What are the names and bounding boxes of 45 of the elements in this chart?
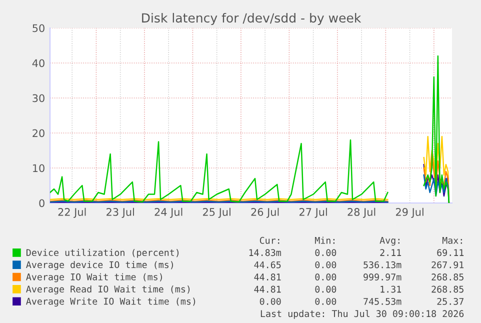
chart-title: Disk latency for /dev/sdd - by week	[142, 12, 362, 26]
text: 2.11	[380, 249, 402, 256]
text: 999.97m	[364, 274, 402, 280]
text: 0.00	[315, 274, 336, 280]
text: Min:	[315, 236, 334, 244]
y-tick-label: 40	[32, 59, 44, 68]
text: 268.85	[432, 274, 464, 280]
legend-label: Average device IO time (ms)	[26, 261, 173, 270]
text: 0.00	[315, 261, 336, 268]
text: 14.83m	[249, 249, 281, 256]
text: 44.81	[254, 274, 281, 280]
x-tick-label: 24 Jul	[154, 208, 182, 218]
text: 69.11	[437, 249, 464, 256]
legend-label: Device utilization (percent)	[26, 248, 179, 258]
x-tick-label: 26 Jul	[251, 208, 279, 218]
text: Max:	[442, 237, 462, 244]
legend-label: Average Read IO Wait time (ms)	[26, 285, 190, 294]
x-tick-label: 29 Jul	[396, 208, 424, 218]
text: 267.91	[432, 261, 464, 268]
x-tick-label: 22 Jul	[58, 208, 86, 218]
text: 268.85	[432, 286, 464, 293]
y-tick-label: 20	[32, 129, 44, 138]
text: 0.00	[315, 286, 336, 293]
y-tick-label: 30	[32, 94, 44, 102]
x-tick-label: 28 Jul	[348, 208, 376, 218]
y-tick-label: 0	[39, 199, 44, 208]
text: 0.00	[315, 298, 336, 305]
y-tick-label: 10	[33, 164, 44, 172]
text: 44.81	[254, 286, 281, 293]
text: 745.53m	[364, 298, 402, 305]
text: Cur:	[260, 236, 280, 244]
legend-label: Average IO Wait time (ms)	[26, 273, 162, 282]
text: 25.37	[437, 298, 464, 305]
text: Avg:	[380, 236, 400, 246]
text: 1.31	[380, 286, 402, 293]
text: Last update: Thu Jul 30 09:00:18 2026	[260, 310, 464, 319]
text: 0.00	[315, 249, 336, 256]
text: 0.00	[260, 298, 281, 305]
text: 44.65	[254, 261, 281, 268]
legend-label: Average Write IO Wait time (ms)	[26, 298, 196, 307]
x-tick-label: 23 Jul	[106, 208, 134, 218]
x-tick-label: 25 Jul	[203, 208, 230, 218]
text: 536.13m	[364, 261, 402, 268]
x-tick-label: 27 Jul	[300, 208, 327, 218]
y-tick-label: 50	[32, 24, 44, 32]
